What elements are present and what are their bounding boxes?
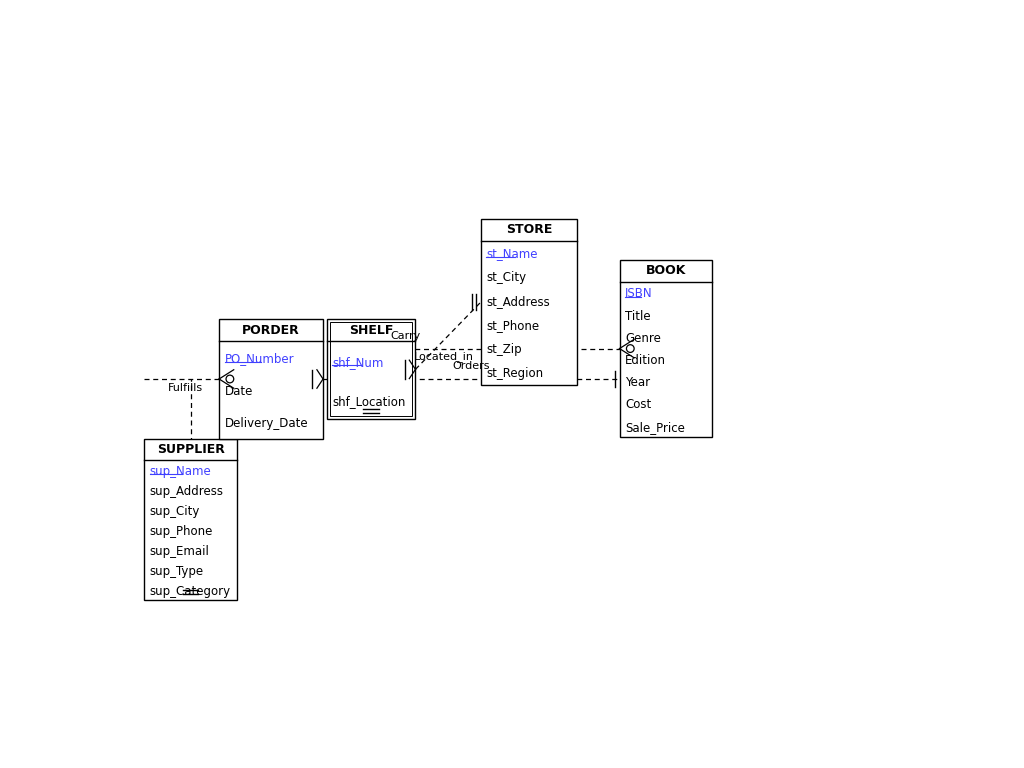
Text: st_City: st_City bbox=[486, 271, 526, 284]
Text: Cost: Cost bbox=[625, 399, 651, 412]
Text: sup_City: sup_City bbox=[150, 505, 200, 518]
Bar bbox=[481, 219, 578, 385]
Text: st_Name: st_Name bbox=[486, 247, 538, 260]
Text: sup_Type: sup_Type bbox=[150, 564, 204, 578]
Text: Fulfills: Fulfills bbox=[168, 383, 203, 393]
Text: Year: Year bbox=[625, 376, 650, 389]
Text: Sale_Price: Sale_Price bbox=[625, 421, 685, 434]
Text: st_Region: st_Region bbox=[486, 367, 544, 380]
Text: Located_in: Located_in bbox=[415, 351, 474, 362]
Text: SHELF: SHELF bbox=[349, 323, 393, 336]
Text: ISBN: ISBN bbox=[625, 287, 652, 300]
Bar bbox=[219, 319, 323, 439]
Bar bbox=[330, 323, 413, 416]
Text: Title: Title bbox=[625, 310, 650, 323]
Text: st_Zip: st_Zip bbox=[486, 343, 522, 356]
Text: st_Phone: st_Phone bbox=[486, 319, 540, 333]
Text: Delivery_Date: Delivery_Date bbox=[224, 418, 308, 431]
Text: SUPPLIER: SUPPLIER bbox=[157, 443, 224, 456]
Text: sup_Email: sup_Email bbox=[150, 545, 210, 558]
Text: PO_Number: PO_Number bbox=[224, 353, 294, 366]
Text: sup_Phone: sup_Phone bbox=[150, 525, 213, 538]
Text: Orders: Orders bbox=[453, 361, 490, 371]
Text: STORE: STORE bbox=[506, 223, 552, 237]
Text: sup_Address: sup_Address bbox=[150, 485, 224, 498]
Text: st_Address: st_Address bbox=[486, 296, 550, 309]
Text: sup_Name: sup_Name bbox=[150, 465, 212, 478]
Text: Genre: Genre bbox=[625, 332, 660, 345]
Text: PORDER: PORDER bbox=[243, 323, 300, 336]
Bar bbox=[620, 260, 712, 437]
Bar bbox=[327, 319, 416, 419]
Text: Carry: Carry bbox=[390, 331, 421, 341]
Bar bbox=[144, 439, 237, 601]
Text: shf_Location: shf_Location bbox=[333, 396, 406, 409]
Text: sup_Category: sup_Category bbox=[150, 585, 231, 598]
Text: Date: Date bbox=[224, 385, 253, 398]
Text: BOOK: BOOK bbox=[645, 264, 686, 277]
Text: Edition: Edition bbox=[625, 354, 666, 367]
Text: shf_Num: shf_Num bbox=[333, 356, 384, 369]
